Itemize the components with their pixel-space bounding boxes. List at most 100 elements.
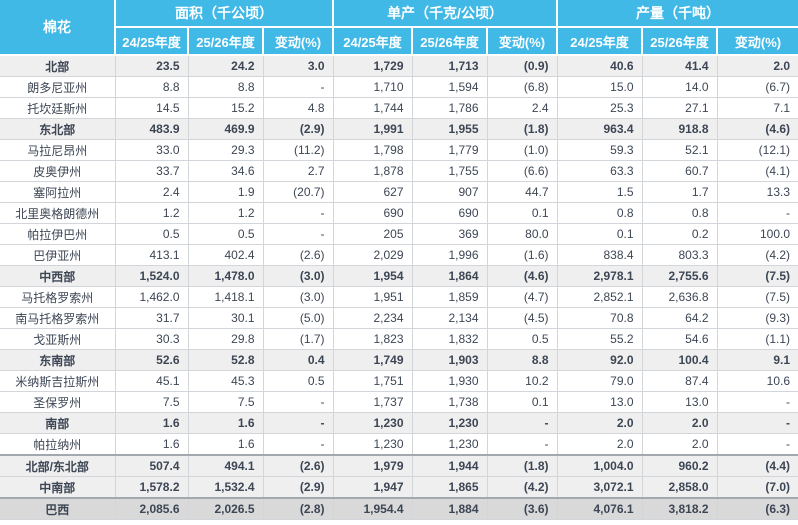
sub-header-production-0: 24/25年度 (556, 26, 644, 56)
table-row: 东北部 483.9 469.9 (2.9) 1,991 1,955 (1.8) 963.4 91… (0, 118, 798, 140)
table-row: 南部 1.6 1.6-1,230 1,230-2.0 2.0- (0, 412, 798, 434)
cell-area-0: 33.7 (114, 160, 189, 182)
table-row: 中南部 1,578.2 1,532.4 (2.9) 1,947 1,865 (4.2) 3,0… (0, 476, 798, 499)
cell-production-1: 14.0 (641, 76, 718, 98)
table-row: 南马托格罗索州 31.7 30.1 (5.0) 2,234 2,134 (4.5) 70.8 6… (0, 307, 798, 329)
cell-area-0: 1.6 (114, 433, 189, 456)
cell-production-0: 963.4 (556, 118, 643, 140)
row-label: 帕拉纳州 (0, 433, 116, 456)
row-label: 皮奥伊州 (0, 160, 116, 182)
row-label: 北部 (0, 54, 116, 77)
cell-area-2: - (262, 412, 334, 434)
cell-yield-1: 1,903 (411, 349, 488, 371)
cell-yield-0: 1,954.4 (332, 497, 413, 520)
table-row: 马托格罗索州 1,462.0 1,418.1 (3.0) 1,951 1,859 (4.7)… (0, 286, 798, 308)
cell-production-0: 63.3 (556, 160, 643, 182)
cell-yield-2: 44.7 (486, 181, 558, 203)
table-row: 东南部 52.6 52.8 0.4 1,749 1,903 8.8 92.0 100.4 9.1 (0, 349, 798, 371)
cell-production-0: 1,004.0 (556, 454, 643, 477)
table-row: 朗多尼亚州 8.8 8.8-1,710 1,594 (6.8) 15.0 14.0 (6.7) (0, 76, 798, 98)
row-label: 圣保罗州 (0, 391, 116, 413)
cell-area-2: (2.8) (262, 497, 334, 520)
table-row: 帕拉伊巴州 0.5 0.5-205 369 80.0 0.1 0.2 100.0 (0, 223, 798, 245)
cell-area-0: 30.3 (114, 328, 189, 350)
cell-area-1: 2,026.5 (187, 497, 264, 520)
cell-area-1: 52.8 (187, 349, 264, 371)
cell-area-0: 45.1 (114, 370, 189, 392)
cell-production-2: 7.1 (716, 97, 798, 119)
cell-area-1: 29.8 (187, 328, 264, 350)
table-row: 皮奥伊州 33.7 34.6 2.7 1,878 1,755 (6.6) 63.3 60.7 (4… (0, 160, 798, 182)
row-label: 南马托格罗索州 (0, 307, 116, 329)
cell-yield-0: 690 (332, 202, 413, 224)
cell-production-1: 2,755.6 (641, 265, 718, 287)
row-label: 托坎廷斯州 (0, 97, 116, 119)
cell-yield-0: 1,951 (332, 286, 413, 308)
cell-yield-1: 1,884 (411, 497, 488, 520)
cell-yield-0: 1,729 (332, 54, 413, 77)
cell-production-0: 55.2 (556, 328, 643, 350)
cell-production-1: 41.4 (641, 54, 718, 77)
table-row: 戈亚斯州 30.3 29.8 (1.7) 1,823 1,832 0.5 55.2 54.6 (1… (0, 328, 798, 350)
cell-yield-0: 1,991 (332, 118, 413, 140)
cell-yield-2: (4.5) (486, 307, 558, 329)
cell-area-0: 2,085.6 (114, 497, 189, 520)
cell-production-0: 838.4 (556, 244, 643, 266)
cell-area-0: 1,578.2 (114, 476, 189, 499)
cell-yield-0: 1,954 (332, 265, 413, 287)
sub-header-area-0: 24/25年度 (115, 26, 189, 56)
cell-production-1: 1.7 (641, 181, 718, 203)
cell-production-0: 2,978.1 (556, 265, 643, 287)
cell-yield-0: 1,710 (332, 76, 413, 98)
cell-production-2: 10.6 (716, 370, 798, 392)
row-label: 米纳斯吉拉斯州 (0, 370, 116, 392)
cell-area-1: 29.3 (187, 139, 264, 161)
cell-yield-1: 1,859 (411, 286, 488, 308)
cell-production-2: (7.0) (716, 476, 798, 499)
cell-area-1: 34.6 (187, 160, 264, 182)
cell-yield-1: 369 (411, 223, 488, 245)
cell-production-2: 100.0 (716, 223, 798, 245)
cell-area-2: - (262, 202, 334, 224)
cell-area-2: 3.0 (262, 54, 334, 77)
cell-yield-0: 1,230 (332, 433, 413, 456)
row-label: 东北部 (0, 118, 116, 140)
cell-yield-0: 1,878 (332, 160, 413, 182)
table-row: 北部/东北部 507.4 494.1 (2.6) 1,979 1,944 (1.8) 1,00… (0, 454, 798, 477)
cell-yield-0: 205 (332, 223, 413, 245)
cell-production-1: 918.8 (641, 118, 718, 140)
cell-yield-1: 1,930 (411, 370, 488, 392)
cell-yield-2: - (486, 433, 558, 456)
cell-production-0: 92.0 (556, 349, 643, 371)
cell-area-1: 15.2 (187, 97, 264, 119)
cell-production-1: 3,818.2 (641, 497, 718, 520)
cell-area-0: 1,462.0 (114, 286, 189, 308)
table-row: 帕拉纳州 1.6 1.6-1,230 1,230-2.0 2.0- (0, 433, 798, 456)
cell-area-1: 1,532.4 (187, 476, 264, 499)
cell-production-2: (6.7) (716, 76, 798, 98)
cell-yield-2: (1.8) (486, 118, 558, 140)
cell-yield-1: 1,832 (411, 328, 488, 350)
cell-production-0: 59.3 (556, 139, 643, 161)
cell-area-1: 1.6 (187, 412, 264, 434)
cell-area-1: 402.4 (187, 244, 264, 266)
cell-production-0: 25.3 (556, 97, 643, 119)
cell-area-2: - (262, 391, 334, 413)
table-row: 巴西 2,085.6 2,026.5 (2.8) 1,954.4 1,884 (3.6) 4,… (0, 497, 798, 520)
table-row: 巴伊亚州 413.1 402.4 (2.6) 2,029 1,996 (1.6) 838.4 8… (0, 244, 798, 266)
cell-production-1: 960.2 (641, 454, 718, 477)
cell-production-1: 60.7 (641, 160, 718, 182)
cell-production-1: 0.2 (641, 223, 718, 245)
cell-area-2: (1.7) (262, 328, 334, 350)
cell-area-0: 52.6 (114, 349, 189, 371)
cell-area-0: 413.1 (114, 244, 189, 266)
row-label: 塞阿拉州 (0, 181, 116, 203)
cell-yield-2: (6.6) (486, 160, 558, 182)
cell-area-2: 0.5 (262, 370, 334, 392)
cell-production-2: (12.1) (716, 139, 798, 161)
cell-production-0: 2,852.1 (556, 286, 643, 308)
cell-production-1: 0.8 (641, 202, 718, 224)
cell-area-1: 30.1 (187, 307, 264, 329)
row-label: 北里奥格朗德州 (0, 202, 116, 224)
